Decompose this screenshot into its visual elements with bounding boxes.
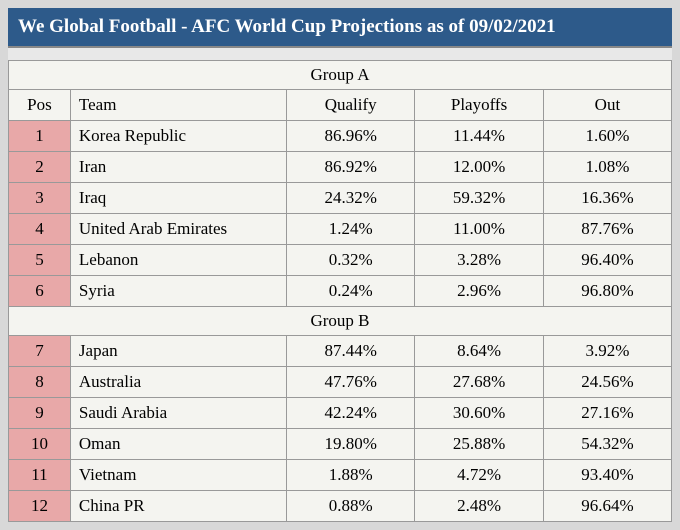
col-header-out: Out: [543, 90, 671, 121]
pos-cell: 8: [9, 367, 71, 398]
table-row: 9Saudi Arabia42.24%30.60%27.16%: [9, 398, 672, 429]
playoffs-cell: 3.28%: [415, 245, 544, 276]
qualify-cell: 1.88%: [287, 460, 415, 491]
out-cell: 54.32%: [543, 429, 671, 460]
pos-cell: 3: [9, 183, 71, 214]
team-cell: China PR: [70, 491, 286, 522]
qualify-cell: 42.24%: [287, 398, 415, 429]
pos-cell: 4: [9, 214, 71, 245]
group-header: Group A: [9, 61, 672, 90]
playoffs-cell: 4.72%: [415, 460, 544, 491]
team-cell: Australia: [70, 367, 286, 398]
qualify-cell: 86.92%: [287, 152, 415, 183]
out-cell: 16.36%: [543, 183, 671, 214]
table-row: 5Lebanon0.32%3.28%96.40%: [9, 245, 672, 276]
pos-cell: 10: [9, 429, 71, 460]
playoffs-cell: 27.68%: [415, 367, 544, 398]
table-row: 3Iraq24.32%59.32%16.36%: [9, 183, 672, 214]
team-cell: Japan: [70, 336, 286, 367]
qualify-cell: 0.32%: [287, 245, 415, 276]
col-header-playoffs: Playoffs: [415, 90, 544, 121]
out-cell: 96.80%: [543, 276, 671, 307]
page-title: We Global Football - AFC World Cup Proje…: [8, 8, 672, 48]
out-cell: 1.08%: [543, 152, 671, 183]
qualify-cell: 0.88%: [287, 491, 415, 522]
out-cell: 93.40%: [543, 460, 671, 491]
pos-cell: 6: [9, 276, 71, 307]
table-row: 6Syria0.24%2.96%96.80%: [9, 276, 672, 307]
table-row: 1Korea Republic86.96%11.44%1.60%: [9, 121, 672, 152]
team-cell: Lebanon: [70, 245, 286, 276]
playoffs-cell: 11.00%: [415, 214, 544, 245]
playoffs-cell: 11.44%: [415, 121, 544, 152]
pos-cell: 12: [9, 491, 71, 522]
pos-cell: 7: [9, 336, 71, 367]
playoffs-cell: 59.32%: [415, 183, 544, 214]
playoffs-cell: 2.48%: [415, 491, 544, 522]
team-cell: United Arab Emirates: [70, 214, 286, 245]
out-cell: 1.60%: [543, 121, 671, 152]
team-cell: Oman: [70, 429, 286, 460]
playoffs-cell: 25.88%: [415, 429, 544, 460]
pos-cell: 9: [9, 398, 71, 429]
team-cell: Vietnam: [70, 460, 286, 491]
col-header-pos: Pos: [9, 90, 71, 121]
out-cell: 24.56%: [543, 367, 671, 398]
pos-cell: 2: [9, 152, 71, 183]
table-row: 2Iran86.92%12.00%1.08%: [9, 152, 672, 183]
team-cell: Korea Republic: [70, 121, 286, 152]
playoffs-cell: 2.96%: [415, 276, 544, 307]
table-row: 11Vietnam1.88%4.72%93.40%: [9, 460, 672, 491]
spacer: [8, 48, 672, 60]
team-cell: Saudi Arabia: [70, 398, 286, 429]
group-header: Group B: [9, 307, 672, 336]
pos-cell: 11: [9, 460, 71, 491]
out-cell: 27.16%: [543, 398, 671, 429]
table-row: 8Australia47.76%27.68%24.56%: [9, 367, 672, 398]
team-cell: Syria: [70, 276, 286, 307]
pos-cell: 5: [9, 245, 71, 276]
playoffs-cell: 12.00%: [415, 152, 544, 183]
qualify-cell: 0.24%: [287, 276, 415, 307]
playoffs-cell: 8.64%: [415, 336, 544, 367]
qualify-cell: 47.76%: [287, 367, 415, 398]
qualify-cell: 87.44%: [287, 336, 415, 367]
table-row: 4United Arab Emirates1.24%11.00%87.76%: [9, 214, 672, 245]
out-cell: 96.40%: [543, 245, 671, 276]
out-cell: 3.92%: [543, 336, 671, 367]
projections-table: Group APosTeamQualifyPlayoffsOut1Korea R…: [8, 60, 672, 522]
col-header-team: Team: [70, 90, 286, 121]
qualify-cell: 1.24%: [287, 214, 415, 245]
qualify-cell: 19.80%: [287, 429, 415, 460]
table-row: 7Japan87.44%8.64%3.92%: [9, 336, 672, 367]
pos-cell: 1: [9, 121, 71, 152]
qualify-cell: 86.96%: [287, 121, 415, 152]
out-cell: 96.64%: [543, 491, 671, 522]
qualify-cell: 24.32%: [287, 183, 415, 214]
playoffs-cell: 30.60%: [415, 398, 544, 429]
team-cell: Iran: [70, 152, 286, 183]
team-cell: Iraq: [70, 183, 286, 214]
col-header-qualify: Qualify: [287, 90, 415, 121]
table-row: 12China PR0.88%2.48%96.64%: [9, 491, 672, 522]
out-cell: 87.76%: [543, 214, 671, 245]
table-row: 10Oman19.80%25.88%54.32%: [9, 429, 672, 460]
